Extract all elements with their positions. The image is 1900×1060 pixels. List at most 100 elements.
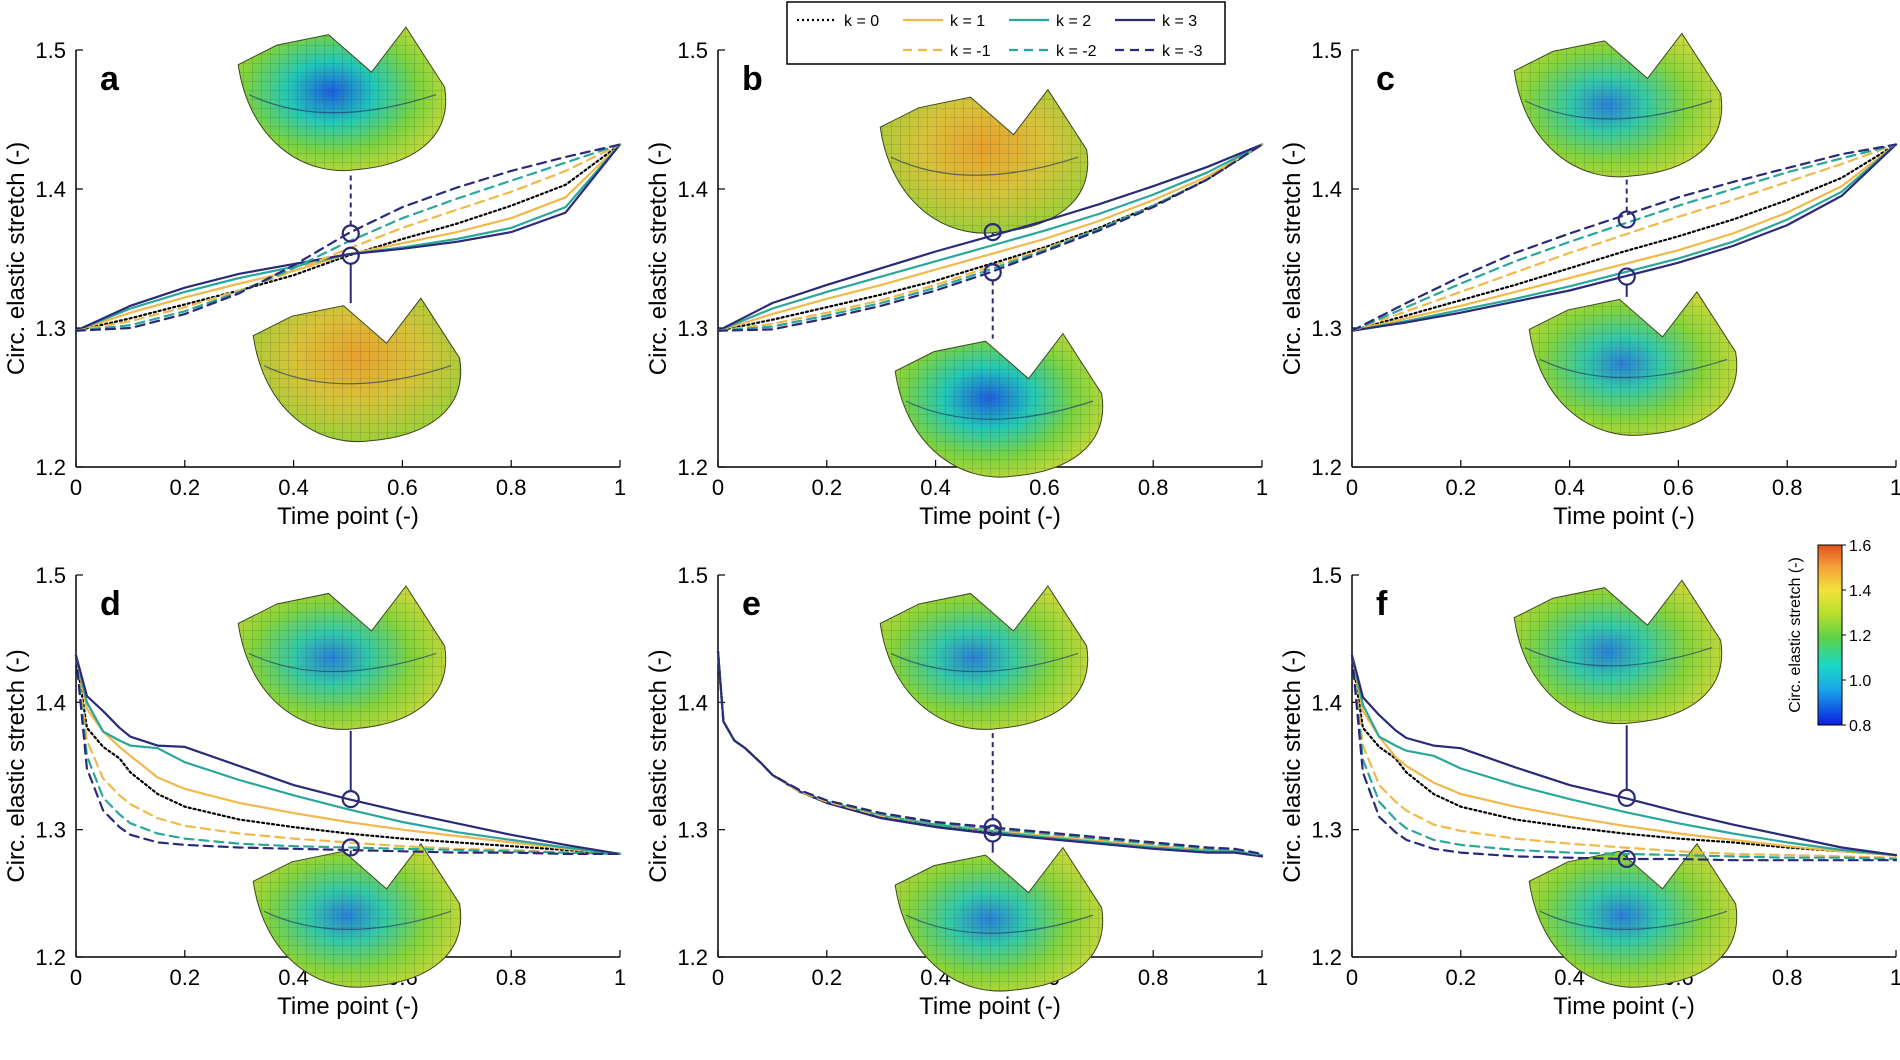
colorbar: 1.6 1.4 1.2 1.0 0.8 Circ. elastic stretch (-) [1762, 535, 1896, 738]
x-tick-label: 0.2 [812, 965, 843, 990]
panel-letter: c [1376, 60, 1395, 98]
x-tick-label: 0 [712, 965, 724, 990]
y-tick-label: 1.5 [677, 38, 708, 63]
x-tick-label: 1 [1890, 965, 1900, 990]
x-tick-label: 0.8 [1772, 475, 1803, 500]
series-line-kneg3 [1350, 654, 1898, 862]
time-point-marker [1617, 849, 1636, 869]
series-line-kneg1 [74, 654, 622, 856]
y-tick-label: 1.3 [677, 818, 708, 843]
time-point-marker [983, 222, 1002, 242]
series-line-kneg1 [74, 143, 622, 332]
series-line-k0 [1350, 654, 1898, 857]
series-line-kneg3 [1350, 143, 1898, 332]
y-tick-label: 1.5 [1311, 38, 1342, 63]
y-tick-label: 1.2 [677, 455, 708, 480]
y-axis-label: Circ. elastic stretch (-) [645, 649, 672, 882]
panels: 0 0.2 0.4 0.6 0.8 1 1.2 1.3 1.4 1.5 Time point (-)… [3, 26, 1900, 1020]
y-tick-label: 1.5 [35, 38, 66, 63]
legend-label: k = -2 [1056, 43, 1097, 60]
colorbar-label: Circ. elastic stretch (-) [1787, 557, 1804, 713]
series-line-kneg1 [1350, 143, 1898, 332]
series-line-k1 [74, 654, 622, 856]
x-tick-label: 0 [1346, 475, 1358, 500]
colorbar-tick-label: 1.2 [1849, 628, 1871, 645]
x-tick-label: 0.8 [1138, 475, 1169, 500]
y-tick-label: 1.3 [1311, 818, 1342, 843]
valve-illustration-top [1513, 579, 1723, 725]
series-line-k2 [74, 143, 622, 332]
series-line-kneg3 [716, 650, 1264, 856]
panel-letter: a [100, 60, 120, 98]
valve-illustration-bottom [894, 846, 1104, 992]
series-line-kneg1 [1350, 654, 1898, 859]
colorbar-gradient [1817, 544, 1843, 726]
series-line-k0 [74, 654, 622, 856]
series-line-k1 [1350, 654, 1898, 857]
chart-panel-b: 0 0.2 0.4 0.6 0.8 1 1.2 1.3 1.4 1.5 Time point (-)… [645, 38, 1268, 530]
y-axis-label: Circ. elastic stretch (-) [3, 142, 30, 375]
x-tick-label: 0.8 [1138, 965, 1169, 990]
time-point-marker [1617, 788, 1636, 807]
x-tick-label: 0.2 [1446, 965, 1477, 990]
x-tick-label: 1 [1256, 475, 1268, 500]
time-point-marker [341, 224, 360, 243]
time-point-marker [341, 246, 360, 265]
series-line-k3 [74, 654, 622, 856]
time-point-marker [341, 838, 360, 857]
colorbar-tick-label: 1.4 [1849, 583, 1871, 600]
series-line-kneg2 [1350, 143, 1898, 332]
x-tick-label: 0.2 [812, 475, 843, 500]
x-tick-label: 0.2 [170, 965, 201, 990]
series-line-k3 [716, 650, 1264, 858]
y-axis-label: Circ. elastic stretch (-) [1279, 142, 1306, 375]
x-axis-label: Time point (-) [919, 993, 1061, 1020]
series-line-k2 [1350, 654, 1898, 857]
y-tick-label: 1.4 [677, 177, 708, 202]
colorbar-tick-label: 0.8 [1849, 718, 1871, 735]
x-tick-label: 0.4 [1554, 475, 1585, 500]
series-line-k3 [716, 143, 1264, 332]
legend-label: k = 2 [1056, 13, 1091, 30]
series-line-k3 [74, 143, 622, 332]
x-tick-label: 0.4 [920, 475, 951, 500]
y-tick-label: 1.2 [35, 945, 66, 970]
series-line-k0 [1350, 143, 1898, 332]
y-tick-label: 1.2 [35, 455, 66, 480]
series-line-kneg2 [74, 143, 622, 332]
series-line-kneg2 [1350, 654, 1898, 861]
x-tick-label: 0 [712, 475, 724, 500]
valve-illustration-top [237, 585, 447, 730]
y-tick-label: 1.4 [35, 690, 66, 715]
x-tick-label: 0.8 [1772, 965, 1803, 990]
series-line-k0 [74, 143, 622, 332]
colorbar-tick-label: 1.0 [1849, 673, 1871, 690]
series-line-kneg3 [74, 654, 622, 856]
x-tick-label: 0.8 [496, 475, 527, 500]
valve-illustration-bottom [252, 842, 462, 988]
legend-label: k = -1 [950, 43, 991, 60]
chart-panel-c: 0 0.2 0.4 0.6 0.8 1 1.2 1.3 1.4 1.5 Time point (-)… [1279, 32, 1900, 530]
series-line-kneg1 [716, 650, 1264, 857]
legend-label: k = 1 [950, 13, 985, 30]
valve-illustration-bottom [1528, 842, 1738, 988]
time-point-marker [983, 818, 1002, 837]
series-line-kneg1 [716, 143, 1264, 332]
x-tick-label: 0 [70, 965, 82, 990]
y-tick-label: 1.2 [1311, 455, 1342, 480]
y-tick-label: 1.4 [1311, 690, 1342, 715]
y-tick-label: 1.5 [1311, 563, 1342, 588]
valve-illustration-bottom [894, 332, 1104, 478]
valve-illustration-top [237, 26, 447, 172]
x-axis-label: Time point (-) [919, 503, 1061, 530]
y-tick-label: 1.2 [677, 945, 708, 970]
series-line-k1 [74, 143, 622, 332]
x-tick-label: 0 [1346, 965, 1358, 990]
valve-illustration-bottom [252, 297, 462, 443]
x-tick-label: 0.4 [278, 475, 309, 500]
valve-illustration-top [879, 585, 1089, 730]
time-point-marker [983, 824, 1002, 843]
y-tick-label: 1.3 [35, 316, 66, 341]
x-tick-label: 1 [1890, 475, 1900, 500]
